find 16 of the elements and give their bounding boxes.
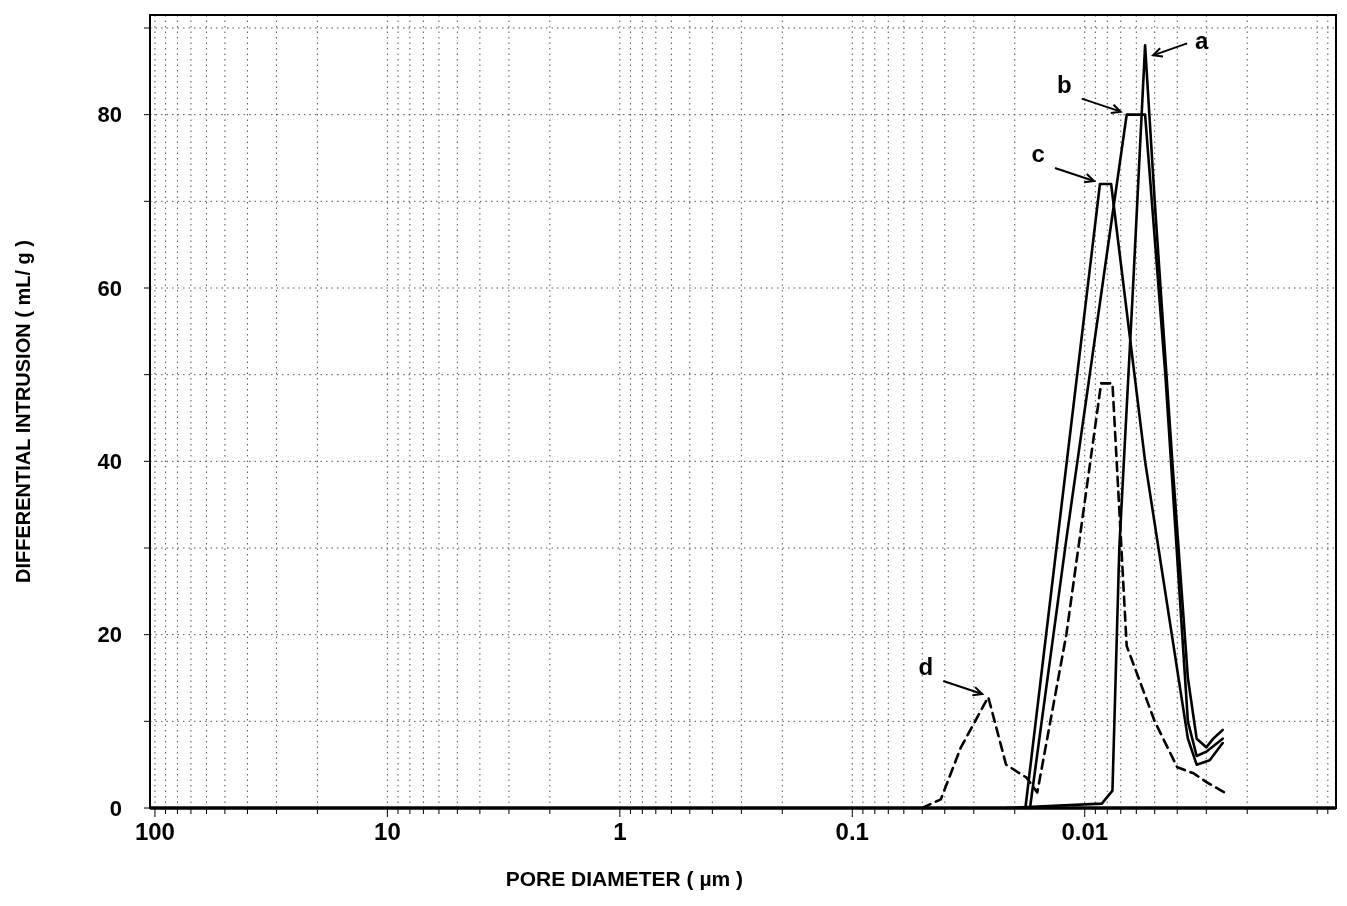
x-tick-label: 100 — [134, 818, 175, 845]
annotation: d — [918, 653, 934, 681]
y-tick-label: 0 — [109, 795, 122, 821]
y-tick-label: 60 — [97, 275, 122, 301]
x-axis-title: PORE DIAMETER ( µm ) — [505, 867, 744, 890]
annotation: c — [1031, 140, 1045, 167]
x-tick-label: 0.01 — [1061, 818, 1109, 845]
x-tick-label: 0.1 — [835, 818, 869, 845]
y-tick-label: 80 — [97, 102, 122, 128]
x-tick-label: 1 — [613, 818, 627, 845]
x-tick-label: 10 — [374, 818, 401, 845]
annotation: a — [1195, 27, 1210, 55]
y-axis-title: DIFFERENTIAL INTRUSION ( mL/ g ) — [12, 240, 34, 583]
y-tick-label: 20 — [97, 622, 122, 648]
y-tick-label: 40 — [97, 449, 122, 475]
annotation: b — [1057, 70, 1072, 98]
